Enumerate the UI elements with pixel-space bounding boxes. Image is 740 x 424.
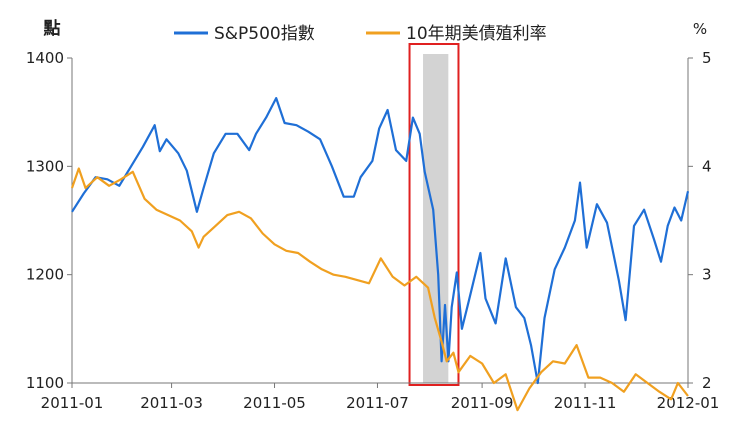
- x-tick-label: 2011-11: [554, 394, 617, 412]
- left-tick-label: 1100: [26, 374, 64, 392]
- left-tick-label: 1400: [26, 49, 64, 67]
- right-tick-label: 3: [702, 266, 712, 284]
- x-tick-label: 2011-03: [140, 394, 203, 412]
- x-tick-label: 2011-05: [243, 394, 306, 412]
- series-line-us10y-yield: [70, 167, 689, 412]
- right-tick-label: 2: [702, 374, 712, 392]
- left-tick-label: 1200: [26, 266, 64, 284]
- highlight-band: [423, 54, 449, 383]
- left-axis-unit: 點: [43, 18, 61, 39]
- marker-box: [408, 43, 460, 386]
- left-tick-label: 1300: [26, 157, 64, 175]
- x-tick-label: 2011-01: [41, 394, 104, 412]
- series-line-sp500: [71, 96, 690, 385]
- legend-label: S&P500指數: [214, 24, 315, 44]
- x-tick-label: 2011-09: [451, 394, 514, 412]
- right-axis-unit: %: [693, 20, 707, 38]
- legend-label: 10年期美債殖利率: [406, 24, 547, 44]
- x-tick-label: 2011-07: [346, 394, 409, 412]
- right-tick-label: 4: [702, 157, 712, 175]
- right-tick-label: 5: [702, 49, 712, 67]
